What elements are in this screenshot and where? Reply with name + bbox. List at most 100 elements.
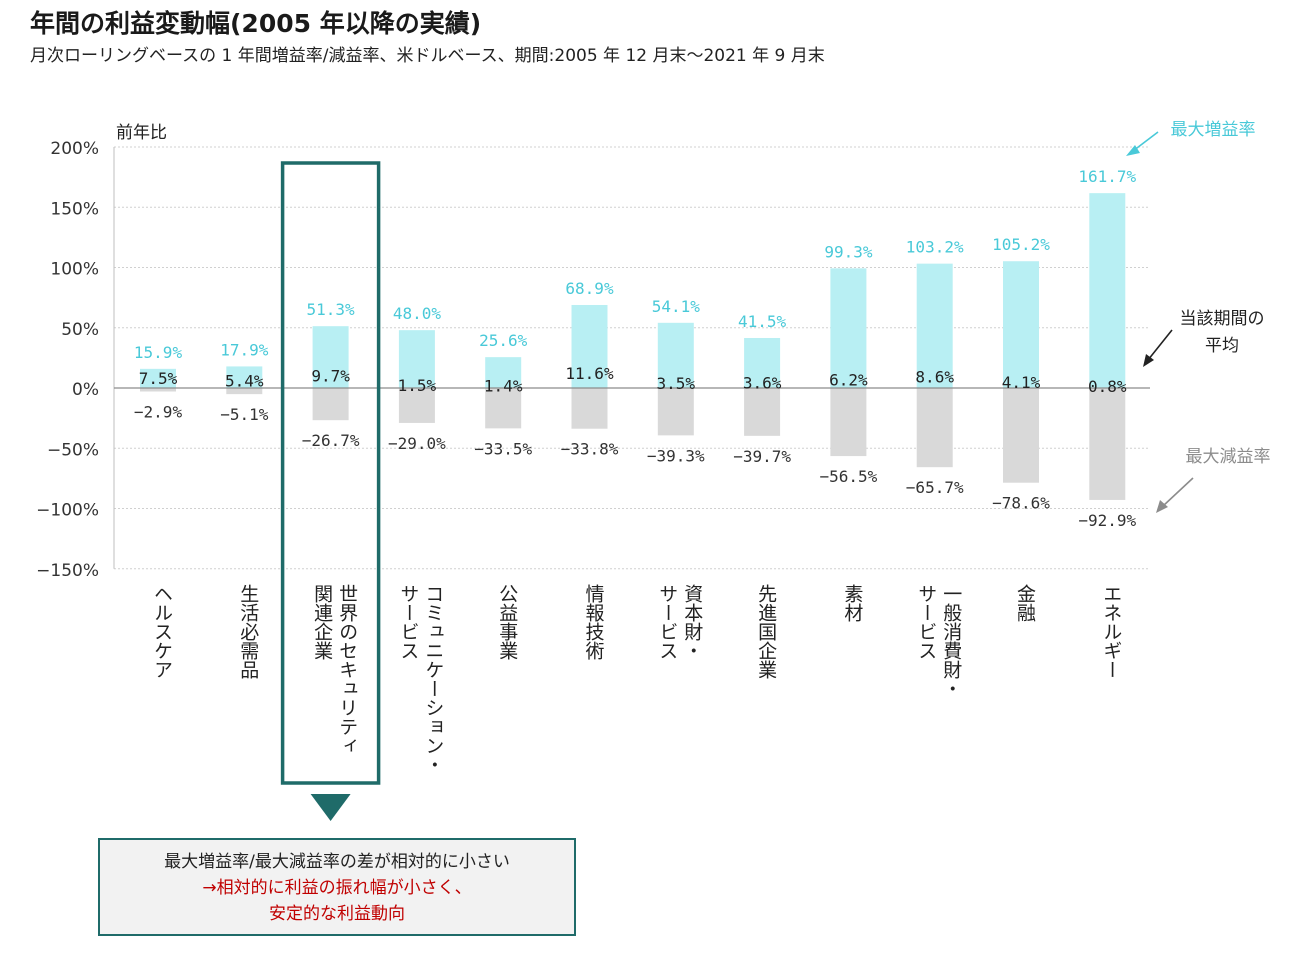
category-label: ヘルスケア [151, 584, 173, 679]
average-data-label: 11.6% [565, 364, 614, 383]
average-data-label: 1.4% [484, 376, 523, 395]
chart-title: 年間の利益変動幅(2005 年以降の実績) [30, 9, 482, 38]
category-label: サービス [915, 584, 937, 660]
increase-bar [657, 322, 694, 388]
average-data-label: 8.6% [915, 368, 954, 387]
decrease-data-label: −33.5% [474, 439, 532, 458]
decrease-bar [830, 388, 867, 457]
decrease-bar [1089, 388, 1126, 500]
legend-max-decrease: 最大減益率 [1186, 447, 1271, 467]
decrease-bar [657, 388, 694, 436]
callout-line-3: 安定的な利益動向 [269, 904, 405, 924]
highlight-box [280, 161, 381, 785]
decrease-data-label: −29.0% [388, 434, 446, 453]
average-data-label: 3.6% [743, 374, 782, 393]
decrease-bar [226, 388, 263, 395]
decrease-bar [916, 388, 953, 468]
y-axis-title: 前年比 [116, 123, 167, 143]
increase-data-label: 51.3% [307, 300, 356, 319]
average-data-label: 7.5% [139, 369, 178, 388]
increase-data-label: 48.0% [393, 304, 442, 323]
increase-bar [571, 304, 608, 388]
category-label: コミュニケーション・ [422, 584, 444, 774]
increase-data-label: 103.2% [906, 238, 964, 257]
legend-decrease-arrow-line [1162, 477, 1194, 507]
decrease-data-label: −26.7% [302, 431, 360, 450]
decrease-data-label: −39.3% [647, 446, 705, 465]
increase-bar [1003, 261, 1039, 388]
decrease-bar [485, 388, 522, 429]
average-data-label: 0.8% [1088, 377, 1127, 396]
average-data-label: 1.5% [398, 376, 437, 395]
category-label: 公益事業 [496, 584, 518, 660]
increase-data-label: 41.5% [738, 312, 787, 331]
y-tick-label: 200% [50, 139, 99, 159]
increase-bar [226, 366, 263, 388]
increase-bar [744, 337, 781, 388]
increase-data-label: 68.9% [565, 279, 614, 298]
category-label: 生活必需品 [237, 584, 259, 679]
y-tick-label: 150% [50, 199, 99, 219]
y-tick-label: 0% [72, 380, 99, 400]
increase-data-label: 15.9% [134, 343, 183, 362]
y-tick-label: −150% [36, 561, 99, 581]
average-data-label: 5.4% [225, 371, 264, 390]
decrease-data-label: −92.9% [1078, 511, 1136, 530]
callout-line-2: →相対的に利益の振れ幅が小さく、 [202, 878, 472, 898]
decrease-bar [312, 388, 349, 421]
increase-data-label: 161.7% [1078, 167, 1136, 186]
increase-data-label: 17.9% [220, 340, 269, 359]
average-data-label: 9.7% [311, 366, 350, 385]
category-label: 素材 [841, 584, 863, 622]
decrease-bar [571, 388, 608, 429]
increase-bar [830, 268, 867, 388]
decrease-data-label: −56.5% [820, 467, 878, 486]
increase-bar [398, 330, 435, 388]
average-data-label: 3.5% [657, 374, 696, 393]
category-label: 関連企業 [311, 584, 333, 660]
increase-data-label: 105.2% [992, 235, 1050, 254]
chart-subtitle: 月次ローリングベースの 1 年間増益率/減益率、米ドルベース、期間:2005 年… [30, 46, 825, 66]
legend-average-arrowhead [1143, 354, 1154, 367]
callout-box: 最大増益率/最大減益率の差が相対的に小さい →相対的に利益の振れ幅が小さく、 安… [98, 838, 576, 936]
category-label: エネルギー [1100, 584, 1122, 679]
average-data-label: 6.2% [829, 371, 868, 390]
category-label: サービス [397, 584, 419, 660]
y-tick-label: 50% [61, 320, 99, 340]
category-label: 先進国企業 [755, 584, 777, 679]
legend-decrease-arrowhead [1156, 500, 1168, 513]
category-label: 情報技術 [583, 584, 605, 660]
category-label: 一般消費財・ [940, 584, 962, 698]
decrease-data-label: −78.6% [992, 494, 1050, 513]
decrease-bar [1003, 388, 1039, 483]
category-label: 世界のセキュリティ [336, 584, 358, 755]
increase-data-label: 54.1% [652, 297, 701, 316]
category-label: サービス [656, 584, 678, 660]
decrease-data-label: −39.7% [733, 447, 791, 466]
y-tick-label: 100% [50, 260, 99, 280]
legend-average-arrow-line [1147, 329, 1173, 361]
category-label: 金融 [1014, 584, 1036, 622]
highlight-pointer [310, 794, 351, 821]
legend-max-increase: 最大増益率 [1171, 120, 1256, 140]
decrease-data-label: −5.1% [220, 405, 269, 424]
increase-bar [140, 368, 176, 388]
decrease-bar [140, 388, 176, 392]
decrease-data-label: −65.7% [906, 478, 964, 497]
increase-bar [312, 326, 349, 388]
callout-line-1: 最大増益率/最大減益率の差が相対的に小さい [164, 852, 510, 872]
legend-average-line-2: 平均 [1205, 336, 1239, 356]
decrease-data-label: −2.9% [134, 402, 183, 421]
decrease-data-label: −33.8% [561, 440, 619, 459]
decrease-bar [398, 388, 435, 423]
y-tick-label: −100% [36, 501, 99, 521]
category-label: 資本財・ [681, 584, 703, 660]
average-data-label: 4.1% [1002, 373, 1041, 392]
decrease-bar [744, 388, 781, 436]
increase-data-label: 99.3% [824, 242, 873, 261]
increase-bar [1089, 193, 1126, 388]
legend-increase-arrow-line [1132, 131, 1159, 152]
increase-bar [485, 357, 522, 388]
increase-data-label: 25.6% [479, 331, 528, 350]
